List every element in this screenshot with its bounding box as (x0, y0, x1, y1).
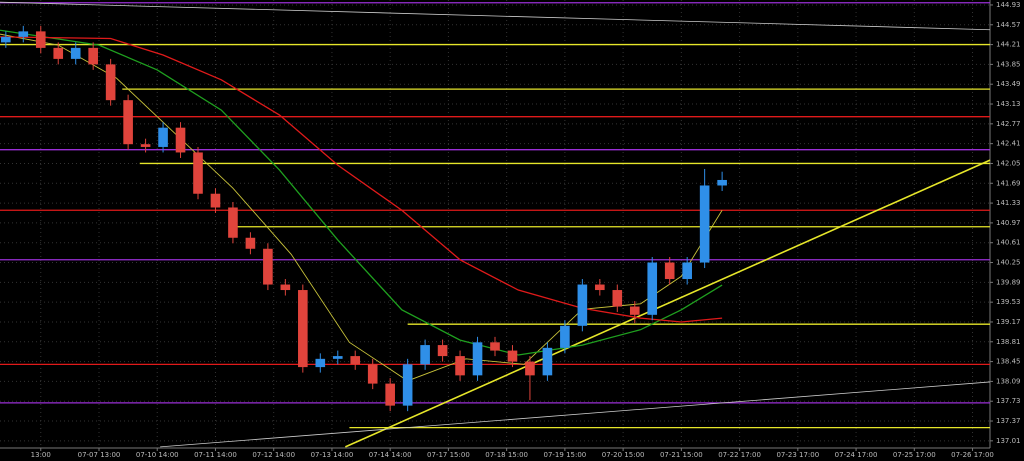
x-tick-label: 07-22 17:00 (718, 451, 761, 459)
candle-body (332, 356, 343, 359)
candle-body (53, 47, 64, 59)
x-tick-label: 07-07 13:00 (78, 451, 121, 459)
x-tick-label: 07-21 15:00 (660, 451, 703, 459)
candle-body (682, 262, 692, 280)
candle-body (542, 347, 553, 376)
candle-body (664, 262, 675, 280)
x-tick-label: 07-19 15:00 (544, 451, 587, 459)
y-tick-label: 138.09 (996, 377, 1021, 385)
candle-body (123, 100, 133, 145)
x-tick-label: 07-20 15:00 (602, 451, 645, 459)
y-tick-label: 138.81 (996, 338, 1021, 346)
candle-body (193, 152, 203, 194)
y-tick-label: 137.01 (996, 437, 1021, 445)
y-tick-label: 143.85 (996, 60, 1021, 68)
y-tick-label: 140.97 (996, 219, 1021, 227)
trendline (0, 1, 991, 31)
moving-average (0, 33, 723, 382)
candle-body (105, 64, 116, 101)
y-tick-label: 137.73 (996, 397, 1021, 405)
candle-body (18, 31, 29, 37)
candle-body (298, 290, 308, 368)
x-tick-label: 07-17 15:00 (427, 451, 470, 459)
y-tick-label: 139.17 (996, 318, 1021, 326)
candle-body (1, 36, 11, 43)
candle-body (560, 325, 570, 348)
candle-body (455, 356, 465, 376)
x-tick-label: 07-11 14:00 (194, 451, 237, 459)
candle-body (158, 127, 168, 147)
candle-body (647, 262, 658, 315)
candle-body (525, 361, 535, 376)
x-tick-label: 07-25 17:00 (893, 451, 936, 459)
candle-body (472, 342, 483, 376)
x-tick-label: 07-23 17:00 (776, 451, 819, 459)
candle-body (612, 290, 623, 307)
x-tick-label: 07-12 14:00 (252, 451, 295, 459)
moving-average (0, 36, 723, 323)
x-tick-label: 07-10 14:00 (136, 451, 179, 459)
y-tick-label: 142.05 (996, 159, 1021, 167)
candle-body (577, 284, 588, 326)
y-tick-label: 144.21 (996, 41, 1021, 49)
candle-body (88, 47, 98, 65)
x-tick-label: 07-14 14:00 (369, 451, 412, 459)
trendline (160, 381, 991, 448)
y-tick-label: 143.13 (996, 100, 1021, 108)
y-tick-label: 142.77 (996, 120, 1021, 128)
candle-body (70, 47, 81, 59)
candle-body (437, 345, 448, 357)
candle-body (228, 207, 238, 238)
candle-body (315, 358, 326, 368)
candle-body (280, 284, 291, 291)
y-tick-label: 137.37 (996, 417, 1021, 425)
y-tick-label: 141.33 (996, 199, 1021, 207)
y-tick-label: 138.45 (996, 358, 1021, 366)
candle-body (420, 345, 430, 365)
y-tick-label: 144.57 (996, 21, 1021, 29)
candle-body (402, 364, 413, 406)
x-tick-label: 07-18 15:00 (485, 451, 528, 459)
y-tick-label: 140.61 (996, 239, 1021, 247)
x-tick-label: 13:00 (31, 451, 51, 459)
trendline (345, 159, 991, 448)
y-tick-label: 143.49 (996, 80, 1021, 88)
y-tick-label: 144.93 (996, 1, 1021, 9)
y-tick-label: 142.41 (996, 140, 1021, 148)
candle-body (35, 31, 46, 48)
candle-body (385, 383, 395, 406)
y-tick-label: 139.53 (996, 298, 1021, 306)
candle-body (350, 356, 361, 365)
candle-body (507, 350, 518, 362)
y-tick-label: 140.25 (996, 259, 1021, 267)
candle-body (717, 179, 727, 186)
moving-average (0, 29, 723, 356)
x-tick-label: 07-24 17:00 (835, 451, 878, 459)
x-tick-label: 07-13 14:00 (311, 451, 354, 459)
candle-body (629, 306, 640, 315)
candle-body (140, 144, 151, 147)
candle-body (490, 342, 500, 351)
y-tick-label: 141.69 (996, 179, 1021, 187)
candle-body (699, 185, 710, 263)
candle-body (595, 284, 605, 291)
y-tick-label: 139.89 (996, 278, 1021, 286)
candle-body (245, 237, 256, 249)
x-tick-label: 07-26 17:00 (951, 451, 994, 459)
candle-body (210, 193, 221, 208)
candle-body (263, 248, 273, 285)
candle-body (175, 127, 186, 153)
candle-body (367, 364, 378, 384)
